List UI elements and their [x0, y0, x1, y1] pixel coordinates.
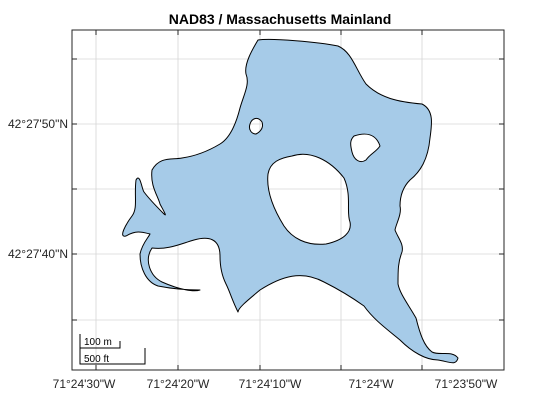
ticks — [72, 30, 504, 370]
scale-bar-imperial-label: 500 ft — [84, 354, 109, 365]
map-frame — [71, 29, 505, 371]
longitude-tick-label: 71°24'W — [348, 377, 394, 391]
scale-bar-imperial-segment — [79, 348, 146, 365]
map-title: NAD83 / Massachusetts Mainland — [169, 11, 392, 27]
latitude-tick-label: 42°27'50"N — [8, 117, 68, 131]
longitude-tick-label: 71°24'10"W — [239, 377, 302, 391]
scale-bar-metric-label: 100 m — [84, 337, 112, 348]
longitude-tick-label: 71°24'30"W — [53, 377, 116, 391]
scale-bar-metric-segment — [79, 334, 121, 349]
latitude-tick-labels: 42°27'50"N 42°27'40"N — [8, 117, 68, 261]
latitude-tick-label: 42°27'40"N — [8, 247, 68, 261]
longitude-tick-labels: 71°24'30"W 71°24'20"W 71°24'10"W 71°24'W… — [53, 377, 498, 391]
longitude-tick-label: 71°24'20"W — [147, 377, 210, 391]
longitude-tick-label: 71°23'50"W — [435, 377, 498, 391]
lake-polygon — [122, 38, 459, 364]
scale-bar: 100 m 500 ft — [79, 334, 146, 365]
